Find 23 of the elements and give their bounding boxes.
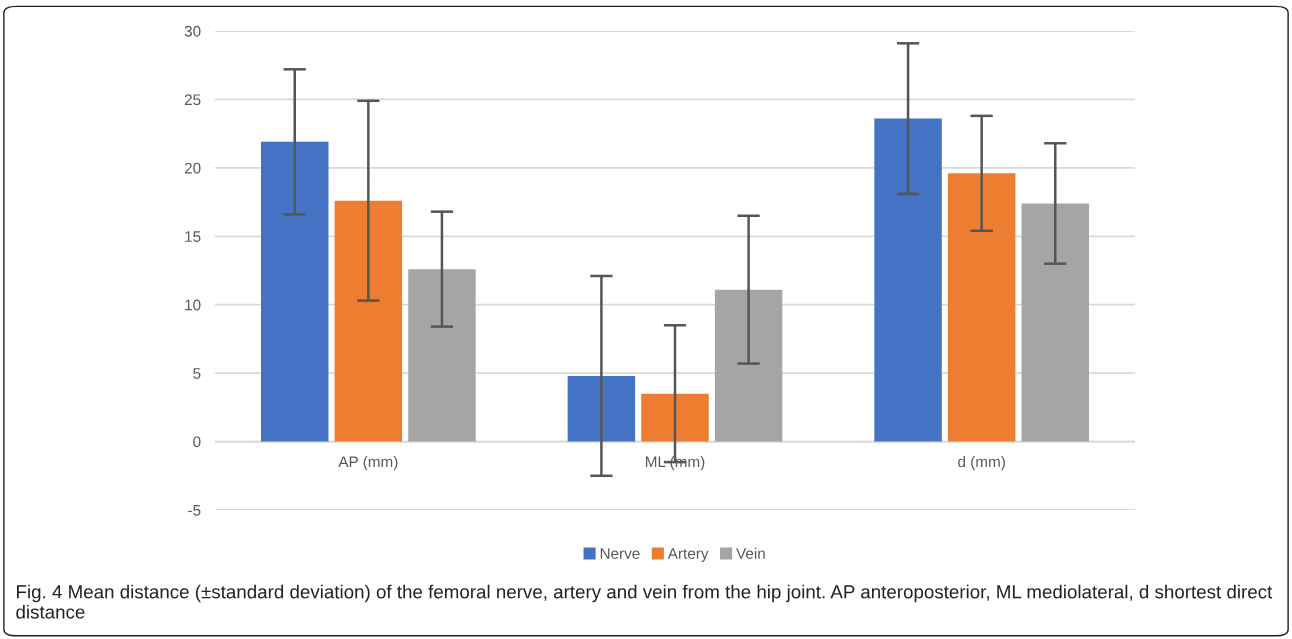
y-tick-label: 5 xyxy=(193,368,201,379)
legend-label: Nerve xyxy=(600,548,640,559)
bar xyxy=(567,375,636,442)
y-tick-label: 20 xyxy=(184,162,201,174)
bar xyxy=(947,173,1016,442)
y-tick-label: 10 xyxy=(185,299,201,311)
y-tick-label: -5 xyxy=(188,505,201,516)
bar xyxy=(1021,203,1089,442)
bar xyxy=(334,200,403,442)
x-tick-label: d (mm) xyxy=(958,455,1005,471)
caption: Fig. 4 Mean distance (±standard deviation) of the femoral nerve, artery and vein from the hip joint. AP anteroposterior, ML mediolateral, d shortest direct distance xyxy=(16,584,1273,619)
y-tick-label: 30 xyxy=(184,25,201,37)
y-tick-label: 0 xyxy=(193,436,201,448)
bar xyxy=(641,393,709,442)
bar xyxy=(408,269,476,442)
y-tick-label: 15 xyxy=(185,231,201,242)
bar xyxy=(261,141,329,442)
legend-label: Artery xyxy=(667,548,709,562)
legend-label: Vein xyxy=(736,547,765,559)
bar xyxy=(714,289,783,442)
x-tick-label: AP (mm) xyxy=(338,455,398,471)
y-tick-label: 25 xyxy=(184,94,201,106)
bar xyxy=(874,118,942,442)
